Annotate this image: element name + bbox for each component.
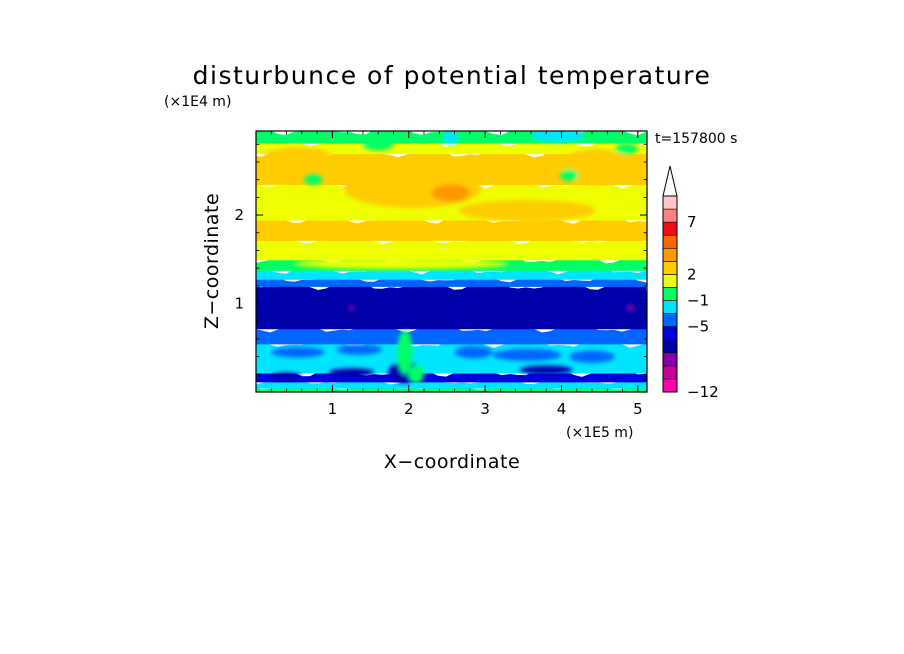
colorbar-level [662,261,678,275]
contour-patch [271,372,302,380]
y-tick-label: 1 [234,295,244,313]
contour-patch [458,200,596,222]
contour-band [256,265,647,280]
contour-patch [614,143,638,155]
contour-patch [626,304,635,312]
contour-band [256,148,647,186]
contour-patch [304,174,323,185]
contour-patch [443,131,459,145]
contour-patch [328,368,375,377]
colorbar-level [662,300,678,314]
x-scale-label: (×1E5 m) [566,425,633,441]
contour-patch [397,330,413,375]
plot-frame [255,130,648,393]
x-axis: 1 2 3 4 5 [270,131,643,418]
colorbar-level [662,326,678,341]
contour-patch [561,148,631,185]
x-tick-label: 3 [480,400,490,418]
colorbar-level [662,274,678,288]
contour-band [256,281,647,330]
colorbar-level [662,313,678,327]
colorbar-level [662,378,678,393]
contour-band [256,235,647,261]
contour-patch [519,365,573,375]
x-tick-label: 4 [557,400,567,418]
contour-patch [294,258,509,270]
contour-patch [454,345,493,359]
colorbar-tick-label: −5 [687,318,709,336]
chart-title: disturbunce of potential temperature [193,61,712,90]
contour-band [256,215,647,241]
contour-patch [559,169,579,182]
y-axis: 12 [234,143,647,375]
contour-patch [362,138,394,151]
x-tick-label: 1 [328,400,338,418]
colorbar-tick-label: 7 [687,213,697,231]
contour-patch [431,184,470,202]
x-tick-label: 2 [404,400,414,418]
colorbar-tick-label: −12 [687,383,719,401]
colorbar-level [662,339,678,354]
contour-patch [492,348,562,362]
contour-patch [530,131,585,143]
contour-patch [263,146,333,169]
contour-patch [408,365,425,384]
contour-patch [256,185,306,201]
colorbar-level [662,208,678,223]
x-axis-label: X−coordinate [384,451,520,473]
y-tick-label: 2 [234,206,244,224]
colorbar-level [662,352,678,367]
time-label: t=157800 s [655,131,737,147]
colorbar-tick-label: 2 [687,265,697,283]
colorbar-tick-label: −1 [687,292,709,310]
colorbar-frame [662,195,678,393]
colorbar: −12−5−127 [662,165,719,401]
contour-patch [569,350,615,363]
colorbar-extend-arrow [662,165,678,197]
contour-field [256,131,647,392]
colorbar-level [662,195,678,210]
contour-patch [336,344,383,355]
y-scale-label: (×1E4 m) [164,94,231,110]
colorbar-level [662,365,678,380]
colorbar-level [662,247,678,262]
colorbar-level [662,221,678,236]
y-axis-label: Z−coordinate [201,193,223,329]
colorbar-level [662,234,678,249]
contour-patch [271,346,325,358]
x-tick-label: 5 [633,400,643,418]
contour-band [256,385,647,392]
contour-patch [348,305,355,311]
colorbar-level [662,287,678,301]
